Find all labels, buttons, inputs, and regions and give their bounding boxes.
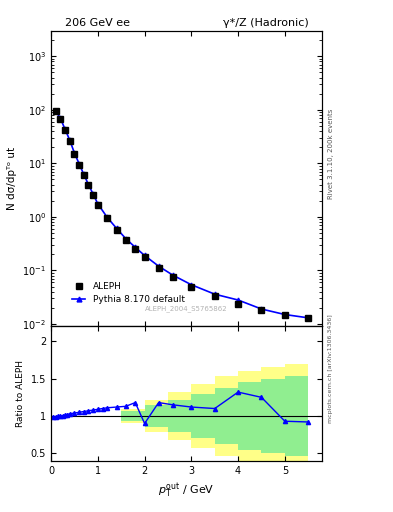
ALEPH <box>123 237 128 243</box>
ALEPH <box>68 138 72 144</box>
Y-axis label: Ratio to ALEPH: Ratio to ALEPH <box>16 360 25 427</box>
Text: γ*/Z (Hadronic): γ*/Z (Hadronic) <box>223 18 309 28</box>
ALEPH <box>86 182 91 188</box>
Pythia 8.170 default <box>236 297 241 303</box>
Text: Rivet 3.1.10, 200k events: Rivet 3.1.10, 200k events <box>328 109 334 199</box>
Pythia 8.170 default <box>156 263 161 269</box>
ALEPH <box>189 284 194 290</box>
Pythia 8.170 default <box>133 244 138 250</box>
Pythia 8.170 default <box>95 201 100 207</box>
Pythia 8.170 default <box>91 191 95 197</box>
Pythia 8.170 default <box>68 137 72 143</box>
Pythia 8.170 default <box>142 252 147 259</box>
Y-axis label: N dσ/dpᵀᵒ ut: N dσ/dpᵀᵒ ut <box>7 147 17 210</box>
Legend: ALEPH, Pythia 8.170 default: ALEPH, Pythia 8.170 default <box>69 279 187 307</box>
ALEPH <box>53 108 58 114</box>
ALEPH <box>306 315 310 321</box>
ALEPH <box>114 226 119 232</box>
Pythia 8.170 default <box>53 108 58 114</box>
Pythia 8.170 default <box>259 306 264 312</box>
Pythia 8.170 default <box>81 172 86 178</box>
Pythia 8.170 default <box>72 150 77 156</box>
Text: ALEPH_2004_S5765862: ALEPH_2004_S5765862 <box>145 305 228 312</box>
Line: ALEPH: ALEPH <box>53 108 311 321</box>
ALEPH <box>259 307 264 313</box>
Pythia 8.170 default <box>283 311 287 317</box>
ALEPH <box>236 301 241 307</box>
Pythia 8.170 default <box>105 215 110 221</box>
Pythia 8.170 default <box>63 126 68 133</box>
X-axis label: $p_{\rm T}^{\rm out}$ / GeV: $p_{\rm T}^{\rm out}$ / GeV <box>158 481 215 500</box>
Line: Pythia 8.170 default: Pythia 8.170 default <box>53 109 310 321</box>
ALEPH <box>72 151 77 157</box>
Pythia 8.170 default <box>86 182 91 188</box>
ALEPH <box>58 116 63 122</box>
ALEPH <box>142 254 147 261</box>
Pythia 8.170 default <box>189 282 194 288</box>
Pythia 8.170 default <box>212 291 217 297</box>
Text: mcplots.cern.ch [arXiv:1306.3436]: mcplots.cern.ch [arXiv:1306.3436] <box>328 314 333 423</box>
Pythia 8.170 default <box>58 115 63 121</box>
ALEPH <box>283 311 287 317</box>
Pythia 8.170 default <box>114 225 119 231</box>
Pythia 8.170 default <box>170 272 175 278</box>
ALEPH <box>91 191 95 198</box>
Pythia 8.170 default <box>306 315 310 321</box>
Pythia 8.170 default <box>77 161 81 167</box>
ALEPH <box>105 215 110 221</box>
Pythia 8.170 default <box>123 236 128 242</box>
ALEPH <box>63 127 68 133</box>
ALEPH <box>156 265 161 271</box>
ALEPH <box>170 274 175 280</box>
ALEPH <box>95 201 100 207</box>
ALEPH <box>212 293 217 299</box>
ALEPH <box>81 172 86 178</box>
Text: 206 GeV ee: 206 GeV ee <box>64 18 130 28</box>
ALEPH <box>133 246 138 252</box>
ALEPH <box>77 161 81 167</box>
